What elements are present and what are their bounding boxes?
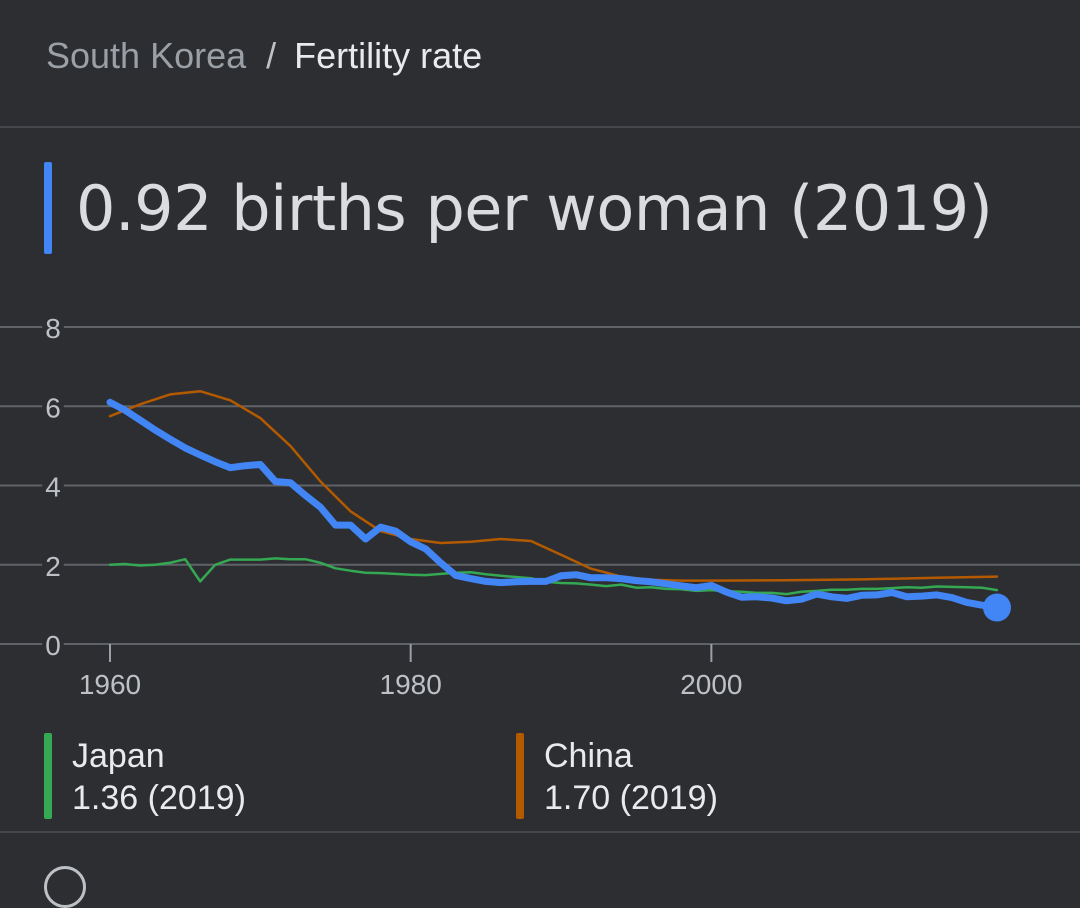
chart-grid: 0 2 4 6 8 (0, 313, 1080, 661)
y-tick-label-2: 2 (45, 551, 61, 582)
breadcrumb-parent-link[interactable]: South Korea (46, 35, 247, 76)
breadcrumb-separator: / (266, 35, 277, 76)
breadcrumb-current: Fertility rate (294, 35, 483, 76)
x-tick-label-2000: 2000 (680, 669, 742, 700)
headline-accent-bar (44, 162, 52, 254)
series-line-south-korea (106, 398, 1001, 611)
y-tick-label-bg-6 (42, 404, 64, 409)
legend-color-bar-china (516, 733, 524, 819)
series-end-marker-south-korea (983, 593, 1011, 622)
legend-name-japan: Japan (72, 737, 165, 775)
chart-series (106, 389, 1011, 622)
series-line-china (108, 389, 999, 582)
y-tick-label-8: 8 (45, 313, 61, 344)
y-tick-label-6: 6 (45, 392, 61, 423)
legend-value-japan: 1.36 (2019) (72, 779, 246, 817)
footer-divider (0, 831, 1080, 833)
partial-circle-icon (44, 866, 86, 908)
series-line-japan (108, 557, 999, 596)
y-tick-label-4: 4 (45, 472, 61, 503)
legend-value-china: 1.70 (2019) (544, 779, 718, 817)
legend-color-bar-japan (44, 733, 52, 819)
headline: 0.92 births per woman (2019) (44, 162, 993, 254)
headline-value: 0.92 births per woman (2019) (76, 171, 993, 245)
chart-x-axis: 1960 1980 2000 (79, 644, 743, 700)
x-tick-label-1980: 1980 (380, 669, 442, 700)
x-tick-label-1960: 1960 (79, 669, 141, 700)
y-tick-label-0: 0 (45, 630, 61, 661)
y-tick-label-bg-8 (42, 325, 64, 329)
header-divider (0, 126, 1080, 128)
y-tick-label-bg-2 (42, 562, 64, 567)
y-tick-label-bg-4 (42, 483, 64, 488)
legend-name-china: China (544, 737, 633, 775)
fertility-rate-chart[interactable]: 0 2 4 6 8 1960 1980 2000 (0, 300, 1080, 720)
breadcrumb: South Korea / Fertility rate (46, 34, 482, 78)
y-tick-label-bg-0 (42, 642, 64, 646)
